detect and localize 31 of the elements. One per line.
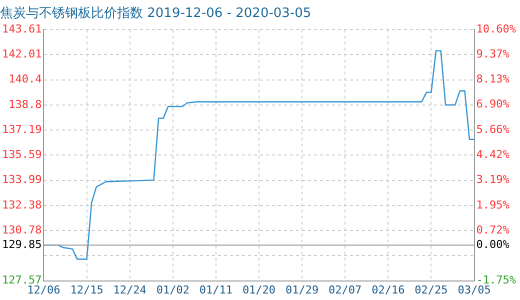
x-tick-label: 01/02 bbox=[156, 283, 190, 296]
y-tick-label: 138.8 bbox=[8, 98, 42, 111]
y-tick-label: 137.19 bbox=[2, 123, 42, 136]
x-tick-label: 01/29 bbox=[285, 283, 319, 296]
x-tick-label: 12/06 bbox=[27, 283, 60, 296]
x-tick-label: 12/24 bbox=[113, 283, 147, 296]
y-tick-label: 143.61 bbox=[2, 22, 42, 36]
y-tick-label: 133.99 bbox=[2, 173, 42, 186]
x-tick-label: 02/25 bbox=[414, 283, 448, 296]
y2-tick-label: 4.42% bbox=[476, 148, 510, 162]
y-tick-label: 142.01 bbox=[2, 48, 42, 61]
y-tick-label: 130.78 bbox=[2, 223, 42, 236]
x-tick-label: 01/20 bbox=[242, 283, 276, 296]
y-tick-label: 132.38 bbox=[2, 198, 42, 212]
y2-tick-label: 6.90% bbox=[476, 98, 510, 111]
y-tick-label: 140.4 bbox=[8, 72, 42, 86]
y2-tick-label: 10.60% bbox=[476, 22, 516, 36]
y2-tick-label: 8.13% bbox=[476, 72, 510, 86]
y2-tick-label: 0.00% bbox=[476, 238, 510, 252]
x-tick-label: 02/16 bbox=[372, 283, 405, 296]
chart-title: 焦炭与不锈钢板比价指数 2019-12-06 - 2020-03-05 bbox=[0, 6, 312, 22]
y2-tick-label: 5.66% bbox=[476, 122, 510, 136]
x-tick-label: 02/07 bbox=[328, 283, 362, 296]
y-tick-label: 135.59 bbox=[2, 148, 42, 162]
y2-tick-label: 3.19% bbox=[476, 173, 510, 186]
y2-tick-label: 0.72% bbox=[476, 223, 510, 236]
x-tick-label: 01/11 bbox=[199, 283, 233, 296]
y-tick-label: 129.85 bbox=[2, 238, 42, 251]
y2-tick-label: 9.37% bbox=[476, 47, 510, 60]
x-tick-label: 12/15 bbox=[70, 283, 104, 296]
y2-tick-label: 1.95% bbox=[476, 198, 510, 212]
